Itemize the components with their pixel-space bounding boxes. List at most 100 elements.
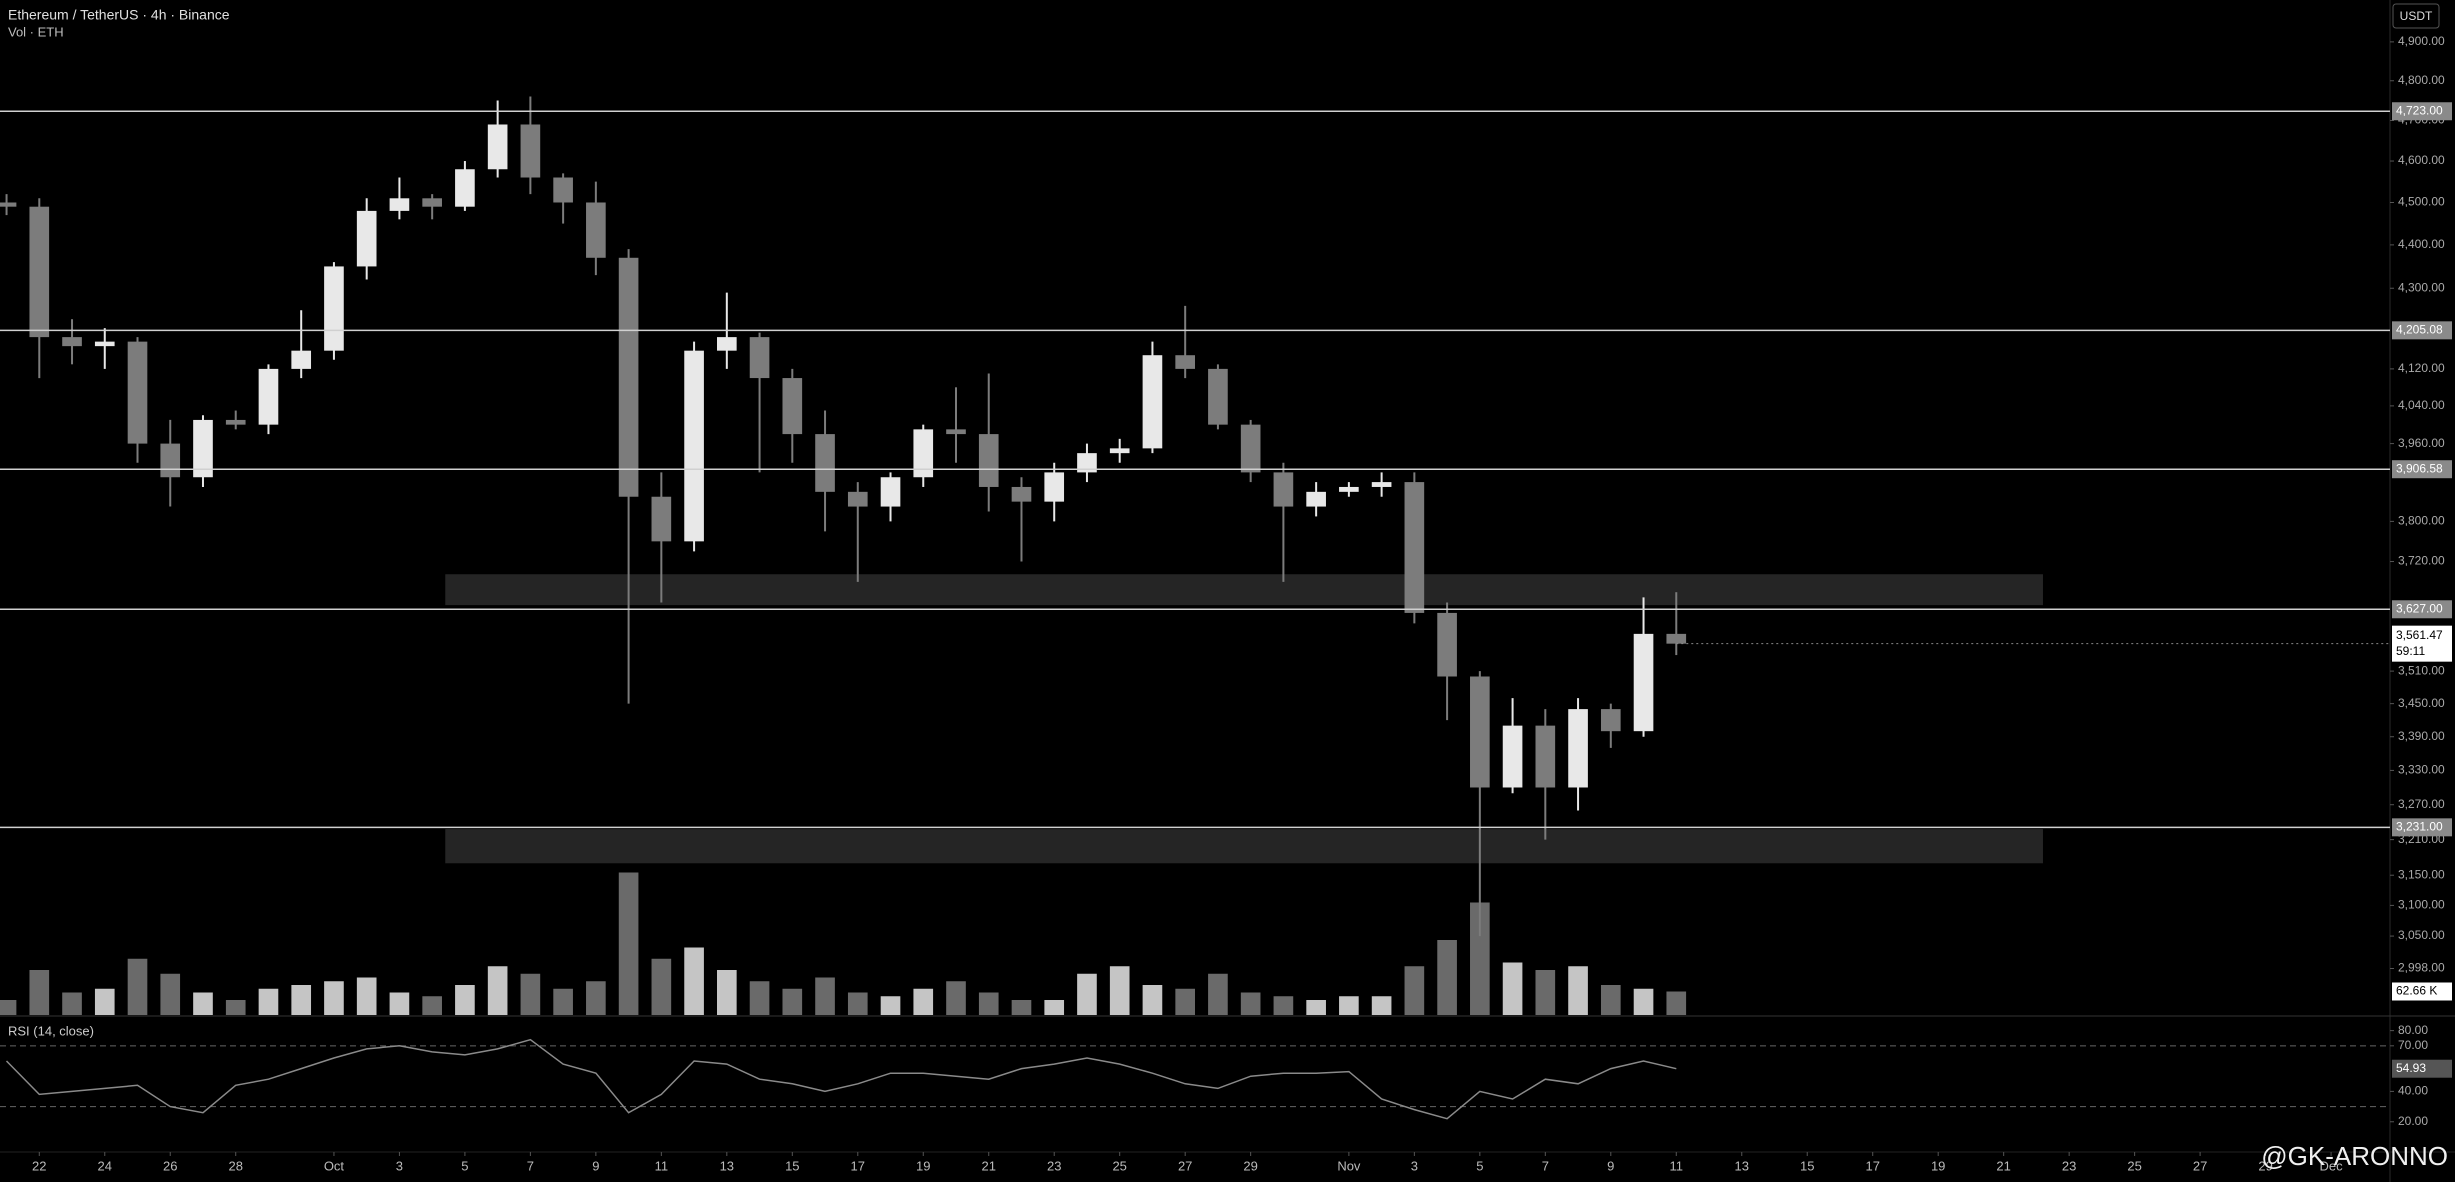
candle-body xyxy=(422,198,442,207)
volume-title: Vol · ETH xyxy=(8,24,64,39)
level-label: 3,627.00 xyxy=(2396,601,2443,615)
x-tick-label: 25 xyxy=(2127,1158,2141,1173)
candle-body xyxy=(880,477,901,507)
x-tick-label: 21 xyxy=(982,1158,996,1173)
x-tick-label: 15 xyxy=(1800,1158,1814,1173)
volume-bar xyxy=(160,973,181,1015)
volume-bar xyxy=(1339,996,1359,1015)
volume-bar xyxy=(1077,973,1097,1015)
x-tick-label: 23 xyxy=(1047,1158,1061,1173)
y-tick-label: 3,800.00 xyxy=(2398,514,2445,528)
x-tick-label: 9 xyxy=(1607,1158,1614,1173)
volume-bar xyxy=(127,958,148,1015)
volume-bar xyxy=(1273,996,1294,1015)
y-tick-label: 4,900.00 xyxy=(2398,34,2445,48)
currency: USDT xyxy=(2400,9,2433,23)
volume-bar xyxy=(651,958,672,1015)
x-tick-label: 13 xyxy=(720,1158,734,1173)
candle-body xyxy=(782,378,803,435)
candle-body xyxy=(1175,355,1195,369)
x-tick-label: 7 xyxy=(527,1158,534,1173)
volume-bar xyxy=(1142,985,1163,1015)
rsi-tick-label: 80.00 xyxy=(2398,1023,2428,1037)
watermark: @GK-ARONNO xyxy=(2261,1141,2448,1171)
currency-box[interactable] xyxy=(2392,3,2440,29)
x-tick-label: 29 xyxy=(1243,1158,1257,1173)
candle-body xyxy=(1437,612,1457,677)
x-tick-label: 5 xyxy=(461,1158,468,1173)
candle-body xyxy=(62,337,82,347)
countdown: 59:11 xyxy=(2396,644,2425,658)
y-tick-label: 3,270.00 xyxy=(2398,797,2445,811)
candle-body xyxy=(1109,448,1130,454)
zone xyxy=(445,829,2043,864)
candle-body xyxy=(913,429,934,478)
level-label-box xyxy=(2392,460,2452,479)
x-tick-label: 17 xyxy=(851,1158,865,1173)
level-label: 4,723.00 xyxy=(2396,103,2443,117)
volume-bar xyxy=(749,981,770,1015)
x-tick-label: 27 xyxy=(2193,1158,2207,1173)
volume-bar xyxy=(1175,988,1195,1015)
candle-body xyxy=(749,337,770,379)
y-tick-label: 4,300.00 xyxy=(2398,280,2445,294)
volume-bar xyxy=(1666,991,1687,1015)
y-tick-label: 4,600.00 xyxy=(2398,153,2445,167)
y-tick-label: 4,400.00 xyxy=(2398,237,2445,251)
candle-body xyxy=(1502,725,1523,788)
volume-bar xyxy=(847,992,868,1015)
x-tick-label: 29 xyxy=(2258,1158,2272,1173)
x-tick-label: 15 xyxy=(785,1158,799,1173)
candle-body xyxy=(389,198,410,211)
rsi-tick-label: 20.00 xyxy=(2398,1114,2428,1128)
volume-bar xyxy=(553,988,573,1015)
candle-body xyxy=(978,434,999,487)
volume-bar xyxy=(1306,1000,1326,1015)
x-tick-label: 19 xyxy=(916,1158,930,1173)
candle-body xyxy=(1273,472,1294,507)
volume-bar xyxy=(94,988,115,1015)
volume-bar xyxy=(520,973,541,1015)
candle-body xyxy=(1404,482,1425,613)
volume-bar xyxy=(880,996,901,1015)
volume-bar xyxy=(422,996,442,1015)
y-tick-label: 2,998.00 xyxy=(2398,961,2445,975)
volume-bar xyxy=(1109,966,1130,1015)
candle-body xyxy=(0,202,17,207)
x-tick-label: 23 xyxy=(2062,1158,2076,1173)
volume-bar xyxy=(62,992,82,1015)
x-tick-label: 28 xyxy=(228,1158,242,1173)
volume-bar xyxy=(586,981,606,1015)
candle-body xyxy=(193,419,213,478)
volume-bar xyxy=(946,981,966,1015)
volume-bar xyxy=(356,977,377,1015)
x-tick-label: 3 xyxy=(396,1158,403,1173)
x-tick-label: 11 xyxy=(1670,1158,1684,1173)
y-tick-label: 3,960.00 xyxy=(2398,436,2445,450)
volume-bar xyxy=(487,966,508,1015)
x-tick-label: 26 xyxy=(163,1158,177,1173)
candle-body xyxy=(520,124,541,178)
rsi-title: RSI (14, close) xyxy=(8,1023,94,1038)
last-price-box xyxy=(2392,625,2452,662)
candle-body xyxy=(847,491,868,507)
candle-body xyxy=(1568,709,1588,788)
x-tick-label: 11 xyxy=(655,1158,669,1173)
x-tick-label: 19 xyxy=(1931,1158,1945,1173)
candle-body xyxy=(356,210,377,267)
volume-bar xyxy=(1535,970,1556,1015)
x-tick-label: 9 xyxy=(592,1158,599,1173)
volume-bar xyxy=(1633,988,1654,1015)
candle-body xyxy=(586,202,606,258)
x-tick-label: Nov xyxy=(1337,1158,1361,1173)
volume-bar xyxy=(1044,1000,1065,1015)
candle-body xyxy=(553,177,573,203)
chart-title: Ethereum / TetherUS · 4h · Binance xyxy=(8,7,230,23)
candle-body xyxy=(1535,725,1556,788)
volume-bar xyxy=(258,988,279,1015)
y-tick-label: 3,050.00 xyxy=(2398,928,2445,942)
x-tick-label: 17 xyxy=(1865,1158,1879,1173)
rsi-last-label: 54.93 xyxy=(2396,1061,2426,1075)
candle-body xyxy=(225,419,246,425)
y-tick-label: 3,330.00 xyxy=(2398,763,2445,777)
